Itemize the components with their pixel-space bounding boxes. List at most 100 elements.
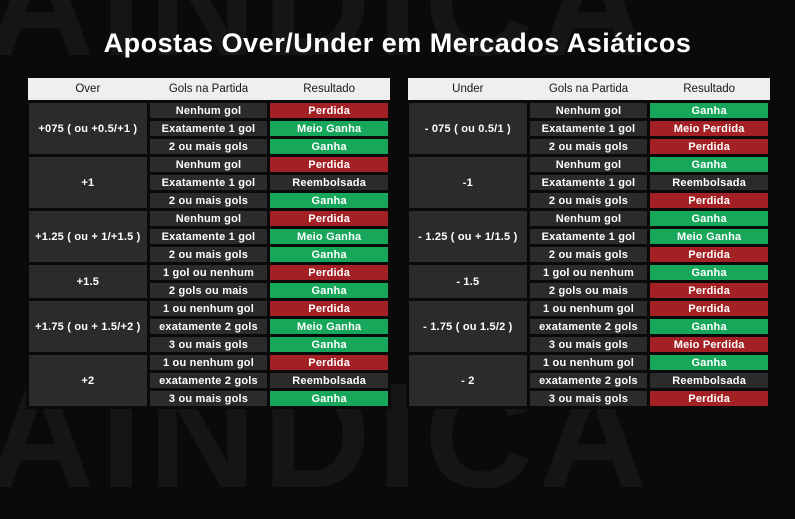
under-table: Under Gols na Partida Resultado - 075 ( … [406,78,771,409]
header-row: Under Gols na Partida Resultado [407,78,770,102]
goals-cell: 2 ou mais gols [526,136,651,157]
result-cell: Meio Perdida [647,118,771,139]
result-cell: Perdida [647,136,771,157]
goals-cell: 1 gol ou nenhum [526,262,651,283]
table-row: 3 ou mais gols Ganha [28,334,391,355]
goals-cell: Exatamente 1 gol [146,172,271,193]
result-cell: Ganha [267,388,391,409]
goals-cell: exatamente 2 gols [526,370,651,391]
table-row: 2 ou mais gols Ganha [28,136,391,157]
result-cell: Perdida [267,154,391,175]
goals-cell: 2 ou mais gols [146,136,271,157]
table-row: exatamente 2 gols Ganha [408,316,771,337]
table-row: Exatamente 1 gol Meio Ganha [408,226,771,247]
goals-cell: Exatamente 1 gol [526,118,651,139]
result-cell: Ganha [267,280,391,301]
table-row: exatamente 2 gols Meio Ganha [28,316,391,337]
table-row: exatamente 2 gols Reembolsada [408,370,771,391]
result-cell: Meio Ganha [647,226,771,247]
result-cell: Meio Ganha [267,226,391,247]
over-table: Over Gols na Partida Resultado +075 ( ou… [26,78,391,409]
goals-cell: 2 ou mais gols [526,190,651,211]
result-cell: Perdida [267,262,391,283]
result-cell: Perdida [647,280,771,301]
result-cell: Reembolsada [647,172,771,193]
goals-cell: 1 ou nenhum gol [526,298,651,319]
goals-cell: 3 ou mais gols [146,388,271,409]
table-row: +2 1 ou nenhum gol Perdida [26,352,391,409]
table-row: +1.75 ( ou + 1.5/+2 ) 1 ou nenhum gol Perd… [26,298,391,355]
table-row: 2 ou mais gols Perdida [408,136,771,157]
goals-cell: Nenhum gol [146,154,271,175]
table-row: - 075 ( ou 0.5/1 ) Nenhum gol Ganha [406,100,771,157]
goals-cell: 2 ou mais gols [146,190,271,211]
goals-cell: Nenhum gol [526,154,651,175]
goals-cell: Exatamente 1 gol [146,118,271,139]
result-cell: Reembolsada [267,172,391,193]
goals-column-header: Gols na Partida [148,78,269,102]
goals-column-header: Gols na Partida [528,78,649,102]
handicap-cell: +1.75 ( ou + 1.5/+2 ) [26,298,150,355]
result-cell: Ganha [647,100,771,121]
table-row: 3 ou mais gols Ganha [28,388,391,409]
goals-cell: Exatamente 1 gol [526,172,651,193]
table-row: +075 ( ou +0.5/+1 ) Nenhum gol Perdida [26,100,391,157]
table-row: +1.5 1 gol ou nenhum Perdida [26,262,391,301]
tables-container: Over Gols na Partida Resultado +075 ( ou… [26,78,771,409]
over-column-header: Over [27,78,149,102]
result-cell: Ganha [267,190,391,211]
table-row: 2 ou mais gols Perdida [408,190,771,211]
goals-cell: Nenhum gol [526,208,651,229]
table-row: - 1.75 ( ou 1.5/2 ) 1 ou nenhum gol Perdid… [406,298,771,355]
table-row: 3 ou mais gols Meio Perdida [408,334,771,355]
header-row: Over Gols na Partida Resultado [27,78,390,102]
goals-cell: 1 ou nenhum gol [146,298,271,319]
table-row: -1 Nenhum gol Ganha [406,154,771,211]
under-table-body: - 075 ( ou 0.5/1 ) Nenhum gol Ganha Exatame… [406,100,771,409]
result-cell: Perdida [267,208,391,229]
goals-cell: exatamente 2 gols [146,370,271,391]
table-row: Exatamente 1 gol Meio Ganha [28,118,391,139]
result-cell: Perdida [267,298,391,319]
table-row: Exatamente 1 gol Reembolsada [28,172,391,193]
result-cell: Meio Ganha [267,316,391,337]
result-cell: Ganha [647,208,771,229]
result-cell: Perdida [267,100,391,121]
under-table-header: Under Gols na Partida Resultado [407,78,770,102]
table-row: exatamente 2 gols Reembolsada [28,370,391,391]
handicap-cell: - 075 ( ou 0.5/1 ) [406,100,530,157]
handicap-cell: - 1.75 ( ou 1.5/2 ) [406,298,530,355]
result-cell: Ganha [267,136,391,157]
table-row: Exatamente 1 gol Meio Perdida [408,118,771,139]
goals-cell: 1 ou nenhum gol [146,352,271,373]
over-table-body: +075 ( ou +0.5/+1 ) Nenhum gol Perdida Exat… [26,100,391,409]
result-column-header: Resultado [648,78,770,102]
table-row: 3 ou mais gols Perdida [408,388,771,409]
result-cell: Ganha [647,316,771,337]
goals-cell: 1 gol ou nenhum [146,262,271,283]
table-row: - 1.25 ( ou + 1/1.5 ) Nenhum gol Ganha [406,208,771,265]
result-cell: Meio Ganha [267,118,391,139]
result-column-header: Resultado [268,78,390,102]
goals-cell: 2 ou mais gols [526,244,651,265]
handicap-cell: +075 ( ou +0.5/+1 ) [26,100,150,157]
goals-cell: 3 ou mais gols [146,334,271,355]
table-row: 2 ou mais gols Perdida [408,244,771,265]
goals-cell: 3 ou mais gols [526,388,651,409]
handicap-cell: +1.5 [26,262,150,301]
table-row: +1.25 ( ou + 1/+1.5 ) Nenhum gol Perdida [26,208,391,265]
result-cell: Perdida [647,190,771,211]
handicap-cell: - 2 [406,352,530,409]
result-cell: Reembolsada [267,370,391,391]
goals-cell: Nenhum gol [146,208,271,229]
handicap-cell: - 1.5 [406,262,530,301]
background-watermark-top: AINDICA [0,0,653,87]
handicap-cell: +1.25 ( ou + 1/+1.5 ) [26,208,150,265]
goals-cell: 2 gols ou mais [526,280,651,301]
goals-cell: Nenhum gol [526,100,651,121]
handicap-cell: +1 [26,154,150,211]
handicap-cell: +2 [26,352,150,409]
goals-cell: 3 ou mais gols [526,334,651,355]
goals-cell: exatamente 2 gols [526,316,651,337]
